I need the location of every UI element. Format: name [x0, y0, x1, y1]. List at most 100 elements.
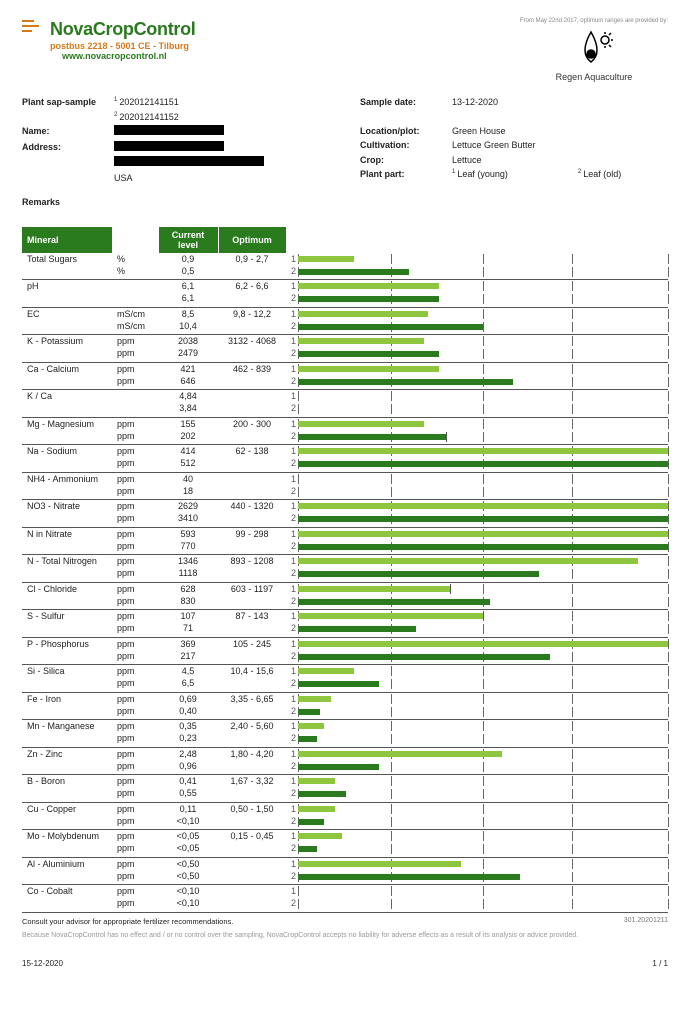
mineral-unit: ppm — [112, 665, 158, 678]
current-value-1: 0,35 — [158, 720, 218, 733]
bar-2 — [298, 430, 668, 445]
bar-1 — [298, 390, 668, 403]
crop-label: Crop: — [360, 154, 452, 167]
mineral-unit: ppm — [112, 595, 158, 610]
current-value-2: 0,96 — [158, 760, 218, 775]
optimum-range: 99 - 298 — [218, 527, 286, 540]
mineral-unit: % — [112, 253, 158, 265]
table-row: N - Total Nitrogen ppm 1346 893 - 1208 1… — [22, 555, 668, 583]
bar-1 — [298, 280, 668, 293]
mineral-name: K / Ca — [22, 390, 112, 403]
mineral-name: Cl - Chloride — [22, 582, 112, 595]
bar-1 — [298, 445, 668, 458]
current-value-2: <0,10 — [158, 815, 218, 830]
footer-ref: 301.20201211 — [624, 917, 668, 924]
current-value-1: 414 — [158, 445, 218, 458]
mineral-unit: ppm — [112, 732, 158, 747]
mineral-unit: ppm — [112, 512, 158, 527]
mineral-name: Cu - Copper — [22, 802, 112, 815]
mineral-unit: ppm — [112, 692, 158, 705]
optimum-range: 105 - 245 — [218, 637, 286, 650]
table-row: N in Nitrate ppm 593 99 - 298 1 ppm 770 … — [22, 527, 668, 555]
mineral-unit — [112, 390, 158, 403]
bar-2 — [298, 595, 668, 610]
bar-1 — [298, 692, 668, 705]
brand-block: NovaCropControl postbus 2218 - 5001 CE -… — [22, 18, 196, 61]
optimum-range: 200 - 300 — [218, 417, 286, 430]
th-optimum: Optimum — [218, 227, 286, 253]
bar-2 — [298, 567, 668, 582]
crop-value: Lettuce — [452, 154, 668, 167]
mineral-unit: ppm — [112, 362, 158, 375]
bar-2 — [298, 485, 668, 500]
mineral-name: EC — [22, 307, 112, 320]
mineral-unit: ppm — [112, 842, 158, 857]
mineral-unit: ppm — [112, 720, 158, 733]
table-row: Mn - Manganese ppm 0,35 2,40 - 5,60 1 pp… — [22, 720, 668, 748]
current-value-2: 217 — [158, 650, 218, 665]
mineral-unit: ppm — [112, 622, 158, 637]
bar-2 — [298, 512, 668, 527]
optimum-range: 3,35 - 6,65 — [218, 692, 286, 705]
mineral-unit: ppm — [112, 857, 158, 870]
current-value-2: 202 — [158, 430, 218, 445]
table-row: Total Sugars % 0,9 0,9 - 2,7 1 % 0,5 2 — [22, 253, 668, 280]
provider-label: From May 22nd 2017, optimum ranges are p… — [520, 18, 668, 24]
mineral-name: Si - Silica — [22, 665, 112, 678]
current-value-1: 0,9 — [158, 253, 218, 265]
optimum-range: 462 - 839 — [218, 362, 286, 375]
current-value-2: 71 — [158, 622, 218, 637]
location-label: Location/plot: — [360, 125, 452, 138]
bar-2 — [298, 760, 668, 775]
bar-1 — [298, 720, 668, 733]
sample-label: Plant sap-sample — [22, 96, 114, 109]
country-value: USA — [114, 172, 330, 185]
mineral-name: Zn - Zinc — [22, 747, 112, 760]
table-row: B - Boron ppm 0,41 1,67 - 3,32 1 ppm 0,5… — [22, 775, 668, 803]
mineral-unit: ppm — [112, 417, 158, 430]
mineral-name: S - Sulfur — [22, 610, 112, 623]
current-value-2: 6,1 — [158, 292, 218, 307]
optimum-range — [218, 472, 286, 485]
table-row: K - Potassium ppm 2038 3132 - 4068 1 ppm… — [22, 335, 668, 363]
sample1-value: 202012141151 — [119, 97, 178, 107]
table-row: K / Ca 4,84 1 3,84 2 — [22, 390, 668, 418]
mineral-table: Mineral Current level Optimum — [22, 227, 668, 253]
current-value-2: 830 — [158, 595, 218, 610]
mineral-unit: ppm — [112, 430, 158, 445]
mineral-name: Co - Cobalt — [22, 885, 112, 898]
current-value-2: 10,4 — [158, 320, 218, 335]
optimum-range: 3132 - 4068 — [218, 335, 286, 348]
table-row: P - Phosphorus ppm 369 105 - 245 1 ppm 2… — [22, 637, 668, 665]
th-current: Current level — [158, 227, 218, 253]
optimum-range: 2,40 - 5,60 — [218, 720, 286, 733]
optimum-range — [218, 857, 286, 870]
cultivation-value: Lettuce Green Butter — [452, 139, 668, 152]
bar-2 — [298, 320, 668, 335]
current-value-2: <0,10 — [158, 897, 218, 912]
optimum-range: 0,50 - 1,50 — [218, 802, 286, 815]
report-header: NovaCropControl postbus 2218 - 5001 CE -… — [22, 18, 668, 82]
bar-2 — [298, 375, 668, 390]
bar-1 — [298, 500, 668, 513]
th-mineral: Mineral — [22, 227, 112, 253]
mineral-unit: ppm — [112, 347, 158, 362]
cultivation-label: Cultivation: — [360, 139, 452, 152]
mineral-unit: % — [112, 265, 158, 280]
bar-2 — [298, 870, 668, 885]
bar-1 — [298, 362, 668, 375]
table-row: Si - Silica ppm 4,5 10,4 - 15,6 1 ppm 6,… — [22, 665, 668, 693]
remarks-label: Remarks — [22, 197, 668, 207]
table-row: pH 6,1 6,2 - 6,6 1 6,1 2 — [22, 280, 668, 308]
bar-1 — [298, 802, 668, 815]
footer-consult: Consult your advisor for appropriate fer… — [22, 917, 668, 926]
current-value-2: 0,5 — [158, 265, 218, 280]
current-value-2: 512 — [158, 457, 218, 472]
mineral-name: NO3 - Nitrate — [22, 500, 112, 513]
optimum-range: 603 - 1197 — [218, 582, 286, 595]
mineral-unit: mS/cm — [112, 320, 158, 335]
footer-disclaimer: Because NovaCropControl has no effect an… — [22, 932, 668, 939]
optimum-range: 9,8 - 12,2 — [218, 307, 286, 320]
bar-1 — [298, 830, 668, 843]
mineral-unit — [112, 402, 158, 417]
